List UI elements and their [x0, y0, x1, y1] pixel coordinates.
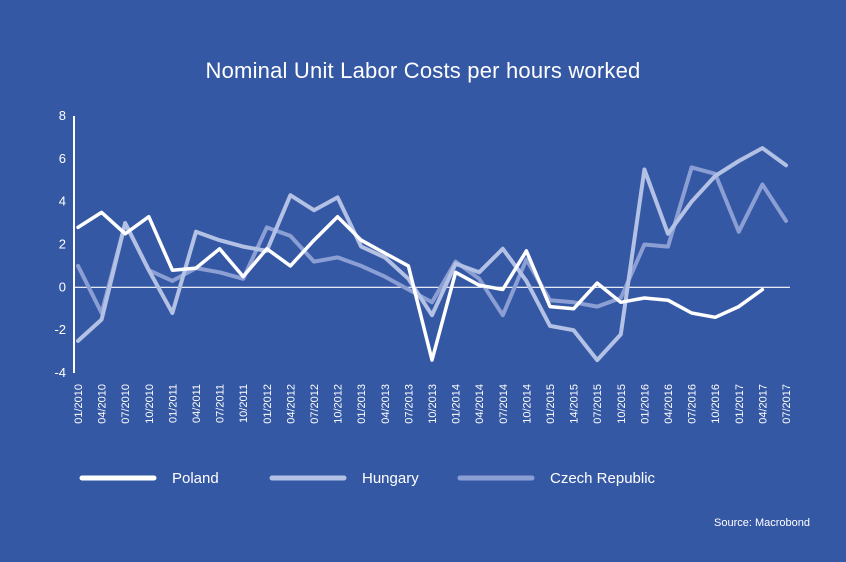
y-axis-ticks: 8 6 4 2 0 -2 -4 [54, 108, 66, 380]
x-tick-label: 10/2010 [144, 384, 156, 424]
y-tick-label: 4 [59, 194, 66, 209]
x-tick-label: 07/2010 [120, 384, 132, 424]
x-tick-label: 01/2015 [545, 384, 557, 424]
legend-label-czech-republic: Czech Republic [550, 470, 656, 487]
x-tick-label: 04/2016 [663, 384, 675, 424]
x-tick-label: 07/2016 [687, 384, 699, 424]
y-tick-label: 8 [59, 108, 66, 123]
x-tick-label: 01/2014 [451, 384, 463, 424]
x-tick-label: 01/2010 [73, 384, 85, 424]
x-axis-ticks: 01/2010 04/2010 07/2010 10/2010 01/2011 04/20… [73, 384, 793, 424]
y-tick-label: 6 [59, 151, 66, 166]
x-tick-label: 04/2011 [191, 384, 203, 423]
x-tick-label: 10/2011 [238, 384, 250, 423]
series-line-czech-republic [76, 165, 788, 318]
x-tick-label: 07/2012 [309, 384, 321, 424]
x-tick-label: 04/2012 [285, 384, 297, 424]
legend-label-hungary: Hungary [362, 470, 419, 487]
y-tick-label: 0 [59, 279, 66, 294]
y-tick-label: -2 [54, 322, 66, 337]
x-tick-label: 10/2012 [333, 384, 345, 424]
legend-label-poland: Poland [172, 470, 219, 487]
x-tick-label: 01/2012 [262, 384, 274, 424]
x-tick-label: 14/2015 [569, 384, 581, 424]
x-tick-label: 01/2017 [734, 384, 746, 424]
x-tick-label: 07/2013 [403, 384, 415, 424]
x-tick-label: 10/2016 [710, 384, 722, 424]
x-tick-label: 04/2017 [757, 384, 769, 424]
x-tick-label: 04/2010 [97, 384, 109, 424]
series-line-hungary [76, 146, 788, 363]
x-tick-label: 01/2016 [639, 384, 651, 424]
x-tick-label: 01/2011 [167, 384, 179, 423]
x-tick-label: 04/2013 [380, 384, 392, 424]
x-tick-label: 07/2014 [498, 384, 510, 424]
x-tick-label: 10/2015 [616, 384, 628, 424]
x-tick-label: 04/2014 [474, 384, 486, 424]
x-tick-label: 10/2014 [521, 384, 533, 424]
axes [73, 116, 790, 373]
y-tick-label: 2 [59, 237, 66, 252]
x-tick-label: 07/2015 [592, 384, 604, 424]
legend: Poland Hungary Czech Republic [79, 470, 656, 487]
x-tick-label: 01/2013 [356, 384, 368, 424]
y-tick-label: -4 [54, 365, 66, 380]
x-tick-label: 07/2017 [781, 384, 793, 424]
chart-title: Nominal Unit Labor Costs per hours worke… [205, 58, 641, 83]
x-tick-label: 10/2013 [427, 384, 439, 424]
x-tick-label: 07/2011 [215, 384, 227, 423]
series-line-poland [76, 210, 765, 362]
series-layer [76, 146, 788, 363]
source-note: Source: Macrobond [714, 517, 810, 529]
